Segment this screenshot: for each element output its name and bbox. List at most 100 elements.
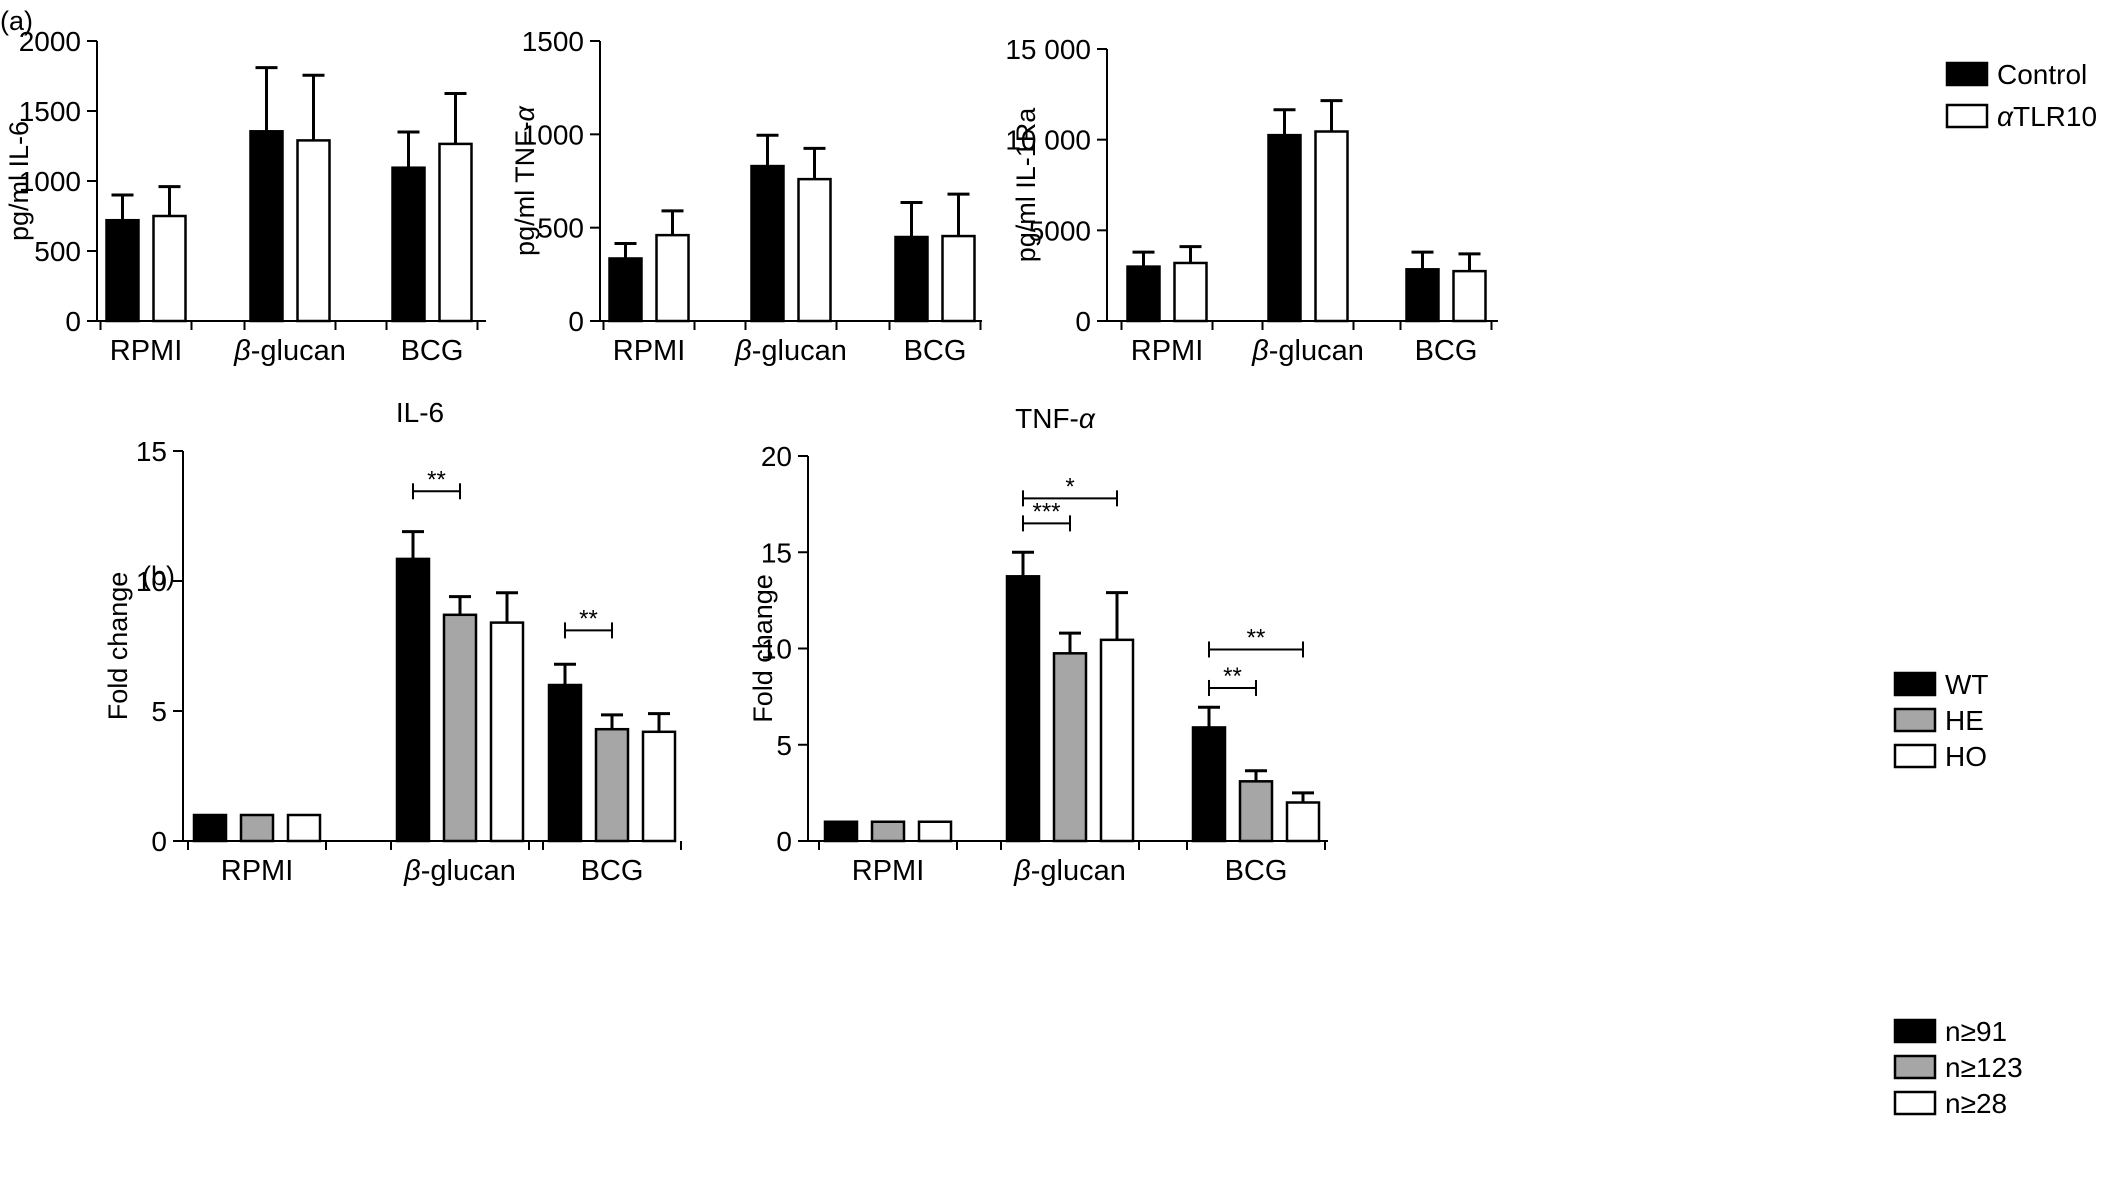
legend-label: n≥28 <box>1945 1088 2007 1119</box>
bar-Control <box>1126 265 1161 323</box>
bar-WT <box>192 813 228 843</box>
category-label: β-glucan <box>403 855 516 887</box>
legend-swatch <box>1893 743 1937 769</box>
y-tick-label: 0 <box>1075 306 1091 337</box>
y-tick-label: 10 <box>761 634 792 665</box>
bar-Control <box>391 166 426 323</box>
bar-αTLR10 <box>941 234 976 323</box>
category-label: BCG <box>1225 855 1288 887</box>
y-tick-label: 15 <box>136 436 167 467</box>
y-axis-label: Fold change <box>103 572 133 721</box>
legend-swatch <box>1945 103 1989 129</box>
legend-label: n≥91 <box>1945 1016 2007 1047</box>
bar-HO <box>641 730 677 843</box>
category-label: BCG <box>904 335 967 367</box>
significance-label: ** <box>1247 624 1266 651</box>
significance-label: ** <box>427 466 446 493</box>
bar-HE <box>1238 780 1274 843</box>
bar-αTLR10 <box>1452 269 1487 323</box>
bar-WT <box>823 820 859 843</box>
y-tick-label: 5 <box>151 696 167 727</box>
panel-b-label: (b) <box>142 561 175 591</box>
category-label: RPMI <box>221 855 294 887</box>
bar-αTLR10 <box>655 233 690 323</box>
bar-Control <box>249 130 284 323</box>
legend-swatch <box>1893 1018 1937 1044</box>
y-tick-label: 0 <box>776 826 792 857</box>
y-tick-label: 15 <box>761 537 792 568</box>
legend-label: n≥123 <box>1945 1052 2023 1083</box>
category-label: BCG <box>401 335 464 367</box>
legend-label: WT <box>1945 669 1989 700</box>
bar-Control <box>750 164 785 323</box>
y-tick-label: 10 000 <box>1005 125 1091 156</box>
bar-Control <box>608 257 643 323</box>
y-tick-label: 0 <box>568 306 584 337</box>
legend-swatch <box>1893 671 1937 697</box>
bar-Control <box>1405 268 1440 323</box>
legend-label: HO <box>1945 741 1987 772</box>
category-label: BCG <box>581 855 644 887</box>
legend-3: n≥91 n≥123 n≥28 <box>1893 1016 2023 1119</box>
legend-1: Control αTLR10 <box>1945 59 2097 132</box>
legends-layer: Control αTLR10 WT HE HO n≥91 n≥123 n≥28 <box>1893 59 2097 1119</box>
y-axis-label: pg/ml IL-1Ra <box>1011 107 1041 263</box>
category-label: RPMI <box>1131 335 1204 367</box>
bar-αTLR10 <box>152 214 187 323</box>
bar-HE <box>594 727 630 843</box>
bar-αTLR10 <box>438 142 473 323</box>
chart-title: TNF-α <box>1015 403 1096 434</box>
category-label: RPMI <box>852 855 925 887</box>
category-label: BCG <box>1415 335 1478 367</box>
category-label: β-glucan <box>1251 335 1364 367</box>
bar-HO <box>1285 801 1321 843</box>
chart-title: IL-6 <box>396 397 444 428</box>
legend-label: Control <box>1997 59 2087 90</box>
bar-HE <box>442 613 478 843</box>
y-tick-label: 5000 <box>1029 215 1091 246</box>
y-tick-label: 1500 <box>19 96 81 127</box>
category-label: RPMI <box>613 335 686 367</box>
y-tick-label: 20 <box>761 441 792 472</box>
chart-3: 0 5000 10 000 15 000 RPMI β-glucan BCG pg/ml IL… <box>1005 34 1498 367</box>
significance-label: ** <box>579 605 598 632</box>
y-tick-label: 0 <box>65 306 81 337</box>
significance-label: ** <box>1223 663 1242 690</box>
chart-5: 0 5 10 15 20 RPMI β-glucan BCG Fold change TNF-α *… <box>748 403 1328 887</box>
bar-Control <box>1267 133 1302 323</box>
bar-HO <box>1099 638 1135 843</box>
y-tick-label: 500 <box>34 236 81 267</box>
legend-2: WT HE HO <box>1893 669 1989 772</box>
category-label: β-glucan <box>734 335 847 367</box>
bar-WT <box>1005 575 1041 843</box>
y-axis-label: Fold change <box>748 574 778 723</box>
y-tick-label: 1000 <box>19 166 81 197</box>
y-tick-label: 0 <box>151 826 167 857</box>
legend-swatch <box>1893 707 1937 733</box>
y-tick-label: 10 <box>136 566 167 597</box>
legend-swatch <box>1893 1054 1937 1080</box>
legend-label: αTLR10 <box>1997 101 2097 132</box>
y-tick-label: 2000 <box>19 26 81 57</box>
bar-HE <box>870 820 906 843</box>
bar-HO <box>489 621 525 843</box>
legend-swatch <box>1945 61 1989 87</box>
chart-4: 0 5 10 15 RPMI β-glucan BCG Fold change IL-6 ** ** <box>103 397 682 887</box>
category-label: RPMI <box>110 335 183 367</box>
bar-WT <box>547 683 583 843</box>
chart-1: 0 500 1000 1500 2000 RPMI β-glucan BCG pg/ml IL-… <box>4 26 486 367</box>
y-tick-label: 5 <box>776 730 792 761</box>
bar-WT <box>1191 726 1227 843</box>
bar-αTLR10 <box>797 177 832 323</box>
bar-αTLR10 <box>1314 130 1349 323</box>
legend-label: HE <box>1945 705 1984 736</box>
bar-HE <box>1052 652 1088 843</box>
y-tick-label: 15 000 <box>1005 34 1091 65</box>
y-tick-label: 1000 <box>522 119 584 150</box>
significance-label: *** <box>1032 498 1060 525</box>
bar-HO <box>286 813 322 843</box>
panel-a-label: (a) <box>0 6 33 36</box>
bar-αTLR10 <box>296 139 331 323</box>
